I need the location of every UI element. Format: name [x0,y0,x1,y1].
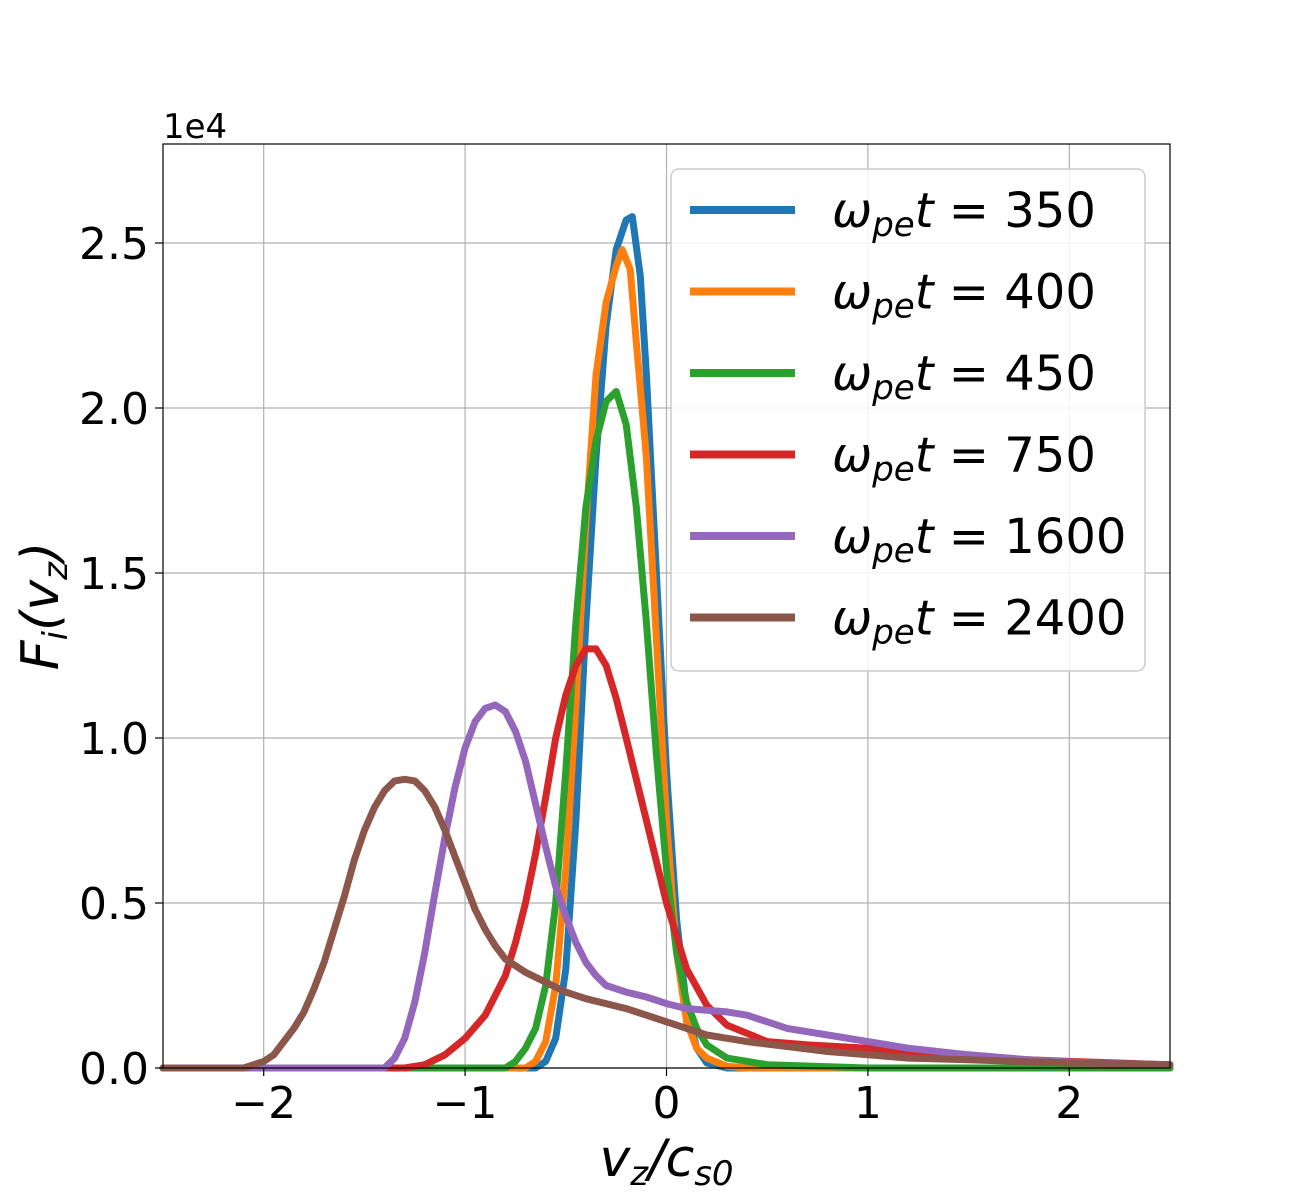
series-line-750 [159,645,1174,1072]
series-line-400 [159,246,1174,1072]
legend-entry: ωpet = 450 [832,346,1096,408]
series-line-2400 [159,775,1174,1072]
x-tick-label: −2 [231,1078,296,1129]
x-axis-ticks: −2 −1 0 1 2 [231,1068,1083,1129]
series-lines [159,213,1174,1072]
x-tick-label: 1 [854,1078,882,1129]
legend-entry: ωpet = 350 [832,183,1096,245]
y-axis-label: Fi(vz) [11,542,76,671]
y-tick-label: 1.5 [79,549,149,600]
legend-entry: ωpet = 2400 [832,591,1126,653]
y-tick-label: 0.5 [79,879,149,930]
y-scale-label: 1e4 [163,107,227,147]
x-axis-label: vz/cs0 [599,1129,733,1194]
x-tick-label: 2 [1055,1078,1083,1129]
x-tick-label: −1 [433,1078,498,1129]
y-tick-label: 0.0 [79,1044,149,1095]
y-tick-label: 2.5 [79,219,149,270]
y-tick-label: 1.0 [79,714,149,765]
x-tick-label: 0 [653,1078,681,1129]
series-line-1600 [159,701,1174,1072]
legend-entry: ωpet = 1600 [832,509,1126,571]
legend-entry: ωpet = 750 [832,428,1096,490]
y-axis-ticks: 0.0 0.5 1.0 1.5 2.0 2.5 [79,219,163,1095]
legend-entry: ωpet = 400 [832,265,1096,327]
series-line-450 [159,388,1174,1072]
legend: ωpet = 350 ωpet = 400 ωpet = 450 ωpet = 750… [670,168,1146,672]
y-tick-label: 2.0 [79,384,149,435]
